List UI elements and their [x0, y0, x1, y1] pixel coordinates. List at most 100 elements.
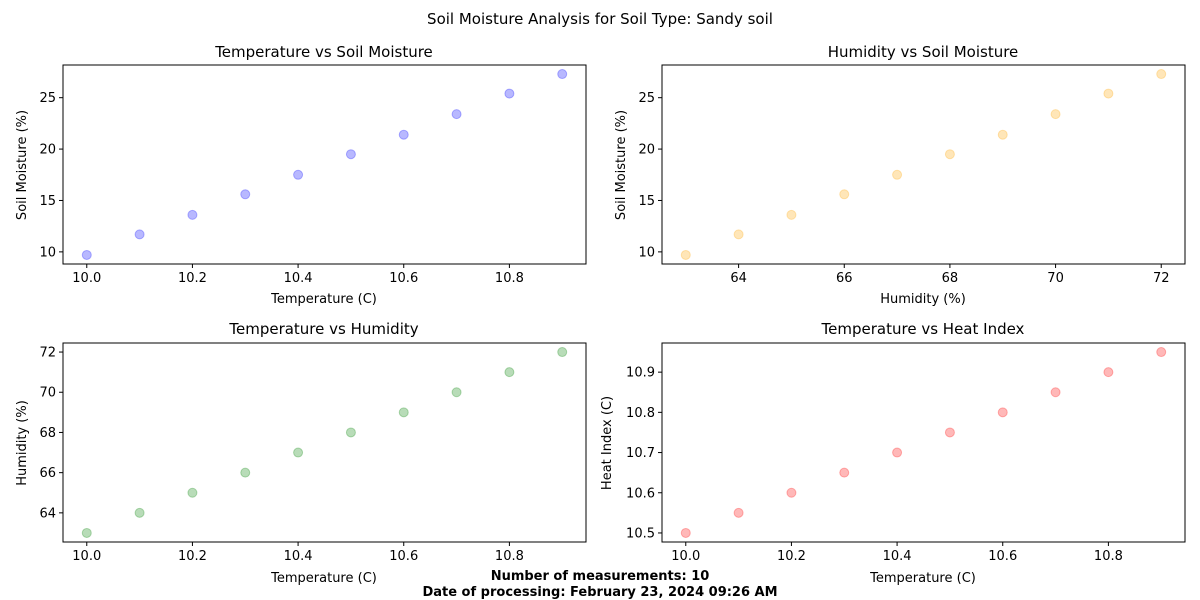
plot-area: 10.0 10.2 10.4 10.6 10.8 10 15 20 25 — [39, 64, 587, 286]
x-tick-label: 10.4 — [284, 549, 313, 564]
footer-processing-date: Date of processing: February 23, 2024 09… — [422, 585, 777, 600]
plot-area: 10.0 10.2 10.4 10.6 10.8 10.5 10.6 10.7 10.8 10.9 — [626, 342, 1186, 564]
scatter-point — [293, 447, 304, 458]
x-tick-label: 10.2 — [178, 271, 207, 286]
scatter-point — [1050, 387, 1061, 398]
subplot-title: Temperature vs Soil Moisture — [214, 43, 433, 61]
subplot-temperature-vs-humidity: Temperature vs Humidity Temperature (C) … — [15, 320, 587, 586]
scatter-point — [187, 487, 198, 498]
scatter-point — [240, 467, 251, 478]
x-tick-label: 10.4 — [883, 549, 912, 564]
scatter-point — [680, 527, 691, 538]
x-axis-label: Temperature (C) — [270, 292, 377, 307]
axes-frame — [62, 342, 587, 543]
y-tick-label: 70 — [39, 386, 56, 401]
x-tick-label: 10.8 — [495, 549, 524, 564]
scatter-point — [398, 129, 409, 140]
x-tick-label: 10.8 — [495, 271, 524, 286]
x-tick-label: 68 — [942, 271, 959, 286]
x-tick-label: 10.6 — [988, 549, 1017, 564]
y-tick-label: 10 — [638, 245, 655, 260]
figure-title: Soil Moisture Analysis for Soil Type: Sa… — [427, 10, 773, 28]
scatter-point — [839, 189, 850, 200]
x-tick-label: 10.2 — [777, 549, 806, 564]
y-tick-label: 15 — [39, 194, 56, 209]
subplot-title: Humidity vs Soil Moisture — [828, 43, 1019, 61]
x-tick-label: 10.0 — [671, 549, 700, 564]
x-axis-label: Humidity (%) — [880, 292, 966, 307]
subplot-temperature-vs-heat-index: Temperature vs Heat Index Temperature (C… — [600, 320, 1186, 586]
y-tick-label: 25 — [638, 91, 655, 106]
y-tick-label: 20 — [39, 143, 56, 158]
axes-frame — [62, 64, 587, 265]
plot-area: 10.0 10.2 10.4 10.6 10.8 64 66 68 70 72 — [39, 342, 587, 564]
scatter-point — [997, 129, 1008, 140]
axes-frame — [661, 342, 1186, 543]
subplot-humidity-vs-soil-moisture: Humidity vs Soil Moisture Humidity (%) S… — [614, 43, 1186, 307]
x-tick-label: 10.8 — [1094, 549, 1123, 564]
scatter-point — [345, 149, 356, 160]
scatter-point — [451, 109, 462, 120]
scatter-point — [557, 69, 568, 80]
scatter-point — [345, 427, 356, 438]
scatter-point — [504, 88, 515, 99]
y-tick-label: 10.5 — [626, 526, 655, 541]
x-tick-label: 72 — [1153, 271, 1170, 286]
y-tick-label: 20 — [638, 143, 655, 158]
plot-area: 64 66 68 70 72 10 15 20 25 — [638, 64, 1186, 286]
y-tick-label: 10.8 — [626, 406, 655, 421]
x-tick-label: 10.6 — [389, 271, 418, 286]
scatter-point — [398, 407, 409, 418]
y-tick-label: 10.9 — [626, 366, 655, 381]
scatter-point — [451, 387, 462, 398]
scatter-point — [733, 507, 744, 518]
subplot-temperature-vs-soil-moisture: Temperature vs Soil Moisture Temperature… — [15, 43, 587, 307]
scatter-point — [786, 487, 797, 498]
y-tick-label: 64 — [39, 506, 56, 521]
scatter-point — [1103, 367, 1114, 378]
y-tick-label: 10.6 — [626, 486, 655, 501]
scatter-point — [293, 169, 304, 180]
scatter-point — [557, 347, 568, 358]
scatter-point — [944, 149, 955, 160]
scatter-point — [997, 407, 1008, 418]
x-axis-label: Temperature (C) — [869, 571, 976, 586]
x-tick-label: 10.2 — [178, 549, 207, 564]
scatter-point — [892, 447, 903, 458]
scatter-point — [240, 189, 251, 200]
y-tick-label: 25 — [39, 91, 56, 106]
scatter-point — [786, 209, 797, 220]
scatter-point — [1156, 347, 1167, 358]
y-tick-label: 68 — [39, 426, 56, 441]
scatter-point — [504, 367, 515, 378]
axes-frame — [661, 64, 1186, 265]
scatter-point — [892, 169, 903, 180]
y-tick-label: 10.7 — [626, 446, 655, 461]
y-axis-label: Humidity (%) — [15, 400, 30, 486]
scatter-point — [1156, 69, 1167, 80]
y-axis-label: Soil Moisture (%) — [15, 110, 30, 220]
x-tick-label: 10.6 — [389, 549, 418, 564]
scatter-point — [134, 229, 145, 240]
y-axis-label: Soil Moisture (%) — [614, 110, 629, 220]
scatter-point — [944, 427, 955, 438]
y-tick-label: 15 — [638, 194, 655, 209]
footer-measurement-count: Number of measurements: 10 — [491, 569, 710, 584]
x-tick-label: 64 — [730, 271, 747, 286]
scatter-point — [81, 527, 92, 538]
scatter-point — [733, 229, 744, 240]
subplot-title: Temperature vs Heat Index — [821, 320, 1025, 338]
x-tick-label: 10.0 — [72, 549, 101, 564]
scatter-point — [1103, 88, 1114, 99]
scatter-point — [134, 507, 145, 518]
x-tick-label: 66 — [836, 271, 853, 286]
subplot-title: Temperature vs Humidity — [228, 320, 418, 338]
y-tick-label: 10 — [39, 245, 56, 260]
x-tick-label: 10.0 — [72, 271, 101, 286]
scatter-point — [680, 249, 691, 260]
x-tick-label: 70 — [1047, 271, 1064, 286]
x-tick-label: 10.4 — [284, 271, 313, 286]
scatter-point — [1050, 109, 1061, 120]
scatter-point — [187, 209, 198, 220]
